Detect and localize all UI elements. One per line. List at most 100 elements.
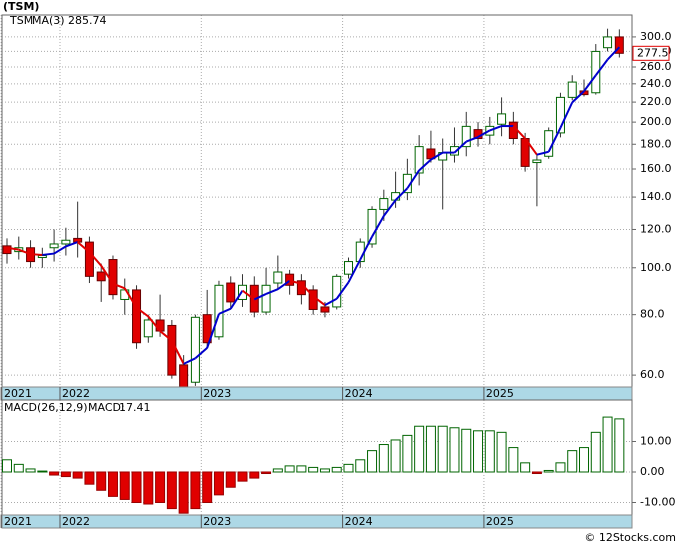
ma-line xyxy=(300,283,314,297)
y-tick-label: 80.0 xyxy=(640,308,665,321)
candle-body xyxy=(591,50,601,94)
macd-bar xyxy=(378,444,389,473)
ma-line xyxy=(583,74,597,92)
ma-line xyxy=(147,315,161,332)
candle-body xyxy=(273,271,283,284)
macd-bar xyxy=(166,471,177,510)
macd-bar xyxy=(331,466,342,473)
year-label: 2023 xyxy=(203,387,231,400)
macd-bar xyxy=(437,425,448,473)
macd-bar xyxy=(567,450,578,473)
y-tick-label: 10.00 xyxy=(640,434,672,447)
candle-body xyxy=(261,284,271,313)
macd-bar xyxy=(261,471,272,475)
candle-body xyxy=(343,261,353,275)
ma-line xyxy=(229,290,244,310)
candle-body xyxy=(108,259,118,296)
year-label: 2021 xyxy=(4,515,32,528)
ma-line xyxy=(430,151,444,161)
candle-body xyxy=(179,364,189,387)
year-label: 2024 xyxy=(345,515,373,528)
macd-value: 17.41 xyxy=(119,401,151,414)
y-tick-label: 260.0 xyxy=(640,60,672,73)
candle-body xyxy=(2,245,12,255)
candle-body xyxy=(332,275,342,308)
ma-line xyxy=(88,251,102,267)
legend-symbol: TSM xyxy=(9,14,33,27)
footer: © 12Stocks.com xyxy=(584,531,676,544)
candle-body xyxy=(155,319,165,332)
candle-body xyxy=(414,146,424,174)
macd-bar xyxy=(343,463,354,473)
year-label: 2025 xyxy=(486,515,514,528)
ma-line xyxy=(65,241,78,248)
macd-bar xyxy=(213,471,224,496)
candle-body xyxy=(49,243,59,249)
macd-bar xyxy=(178,471,189,514)
macd-bar xyxy=(590,431,601,473)
year-label: 2025 xyxy=(486,387,514,400)
macd-bar xyxy=(508,447,519,473)
ma-line xyxy=(559,101,574,129)
ma-line xyxy=(594,59,609,76)
candle-body xyxy=(96,271,106,282)
candle-body xyxy=(449,146,459,156)
ma-line xyxy=(159,330,173,342)
macd-bar xyxy=(402,434,413,473)
macd-bar xyxy=(579,447,590,473)
ma-line xyxy=(324,297,338,307)
y-tick-label: 180.0 xyxy=(640,137,672,150)
ma-line xyxy=(6,246,19,251)
candle-body xyxy=(614,36,624,54)
year-label: 2023 xyxy=(203,515,231,528)
ma-line xyxy=(77,241,91,253)
ma-line xyxy=(547,127,562,153)
macd-bar xyxy=(272,468,283,473)
macd-bar xyxy=(531,471,542,475)
macd-bar xyxy=(37,470,48,473)
macd-bar xyxy=(390,439,401,473)
ma-line xyxy=(453,140,467,154)
macd-bar xyxy=(355,459,366,473)
macd-bar xyxy=(319,468,330,473)
macd-bar xyxy=(296,465,307,473)
y-tick-label: 120.0 xyxy=(640,222,672,235)
legend-ma: MA(3) xyxy=(32,14,65,27)
macd-bar xyxy=(72,471,83,479)
ma-line xyxy=(394,187,409,201)
ma-line xyxy=(335,281,350,300)
legend-ma-value: 285.74 xyxy=(68,14,107,27)
macd-bar xyxy=(96,471,107,491)
y-tick-label: 240.0 xyxy=(640,77,672,90)
ma-line xyxy=(477,129,491,138)
ma-line xyxy=(512,125,526,140)
candle-body xyxy=(143,319,153,338)
candle-body xyxy=(555,96,565,134)
macd-bar xyxy=(367,450,378,473)
candle-body xyxy=(167,324,177,376)
macd-bar xyxy=(425,425,436,473)
ma-line xyxy=(536,150,549,156)
macd-bar xyxy=(155,471,166,503)
ma-line xyxy=(218,307,232,315)
macd-bar xyxy=(449,427,460,473)
macd-bar xyxy=(414,425,425,473)
candle-body xyxy=(226,282,236,303)
ma-line xyxy=(100,265,114,285)
ma-line xyxy=(18,248,31,256)
plot xyxy=(2,28,624,387)
macd-bar xyxy=(107,471,118,497)
year-label: 2022 xyxy=(62,515,90,528)
candle-body xyxy=(320,306,330,313)
ma-line xyxy=(206,313,220,349)
candle-body xyxy=(532,159,542,164)
ma-line xyxy=(53,245,67,255)
ma-line xyxy=(42,252,55,256)
ma-line xyxy=(30,253,43,256)
macd-bar xyxy=(614,418,625,473)
ma-line xyxy=(135,306,149,318)
candle-body xyxy=(214,284,224,338)
ma-line xyxy=(194,347,208,360)
y-tick-label: 300.0 xyxy=(640,30,672,43)
candle-body xyxy=(190,316,200,383)
